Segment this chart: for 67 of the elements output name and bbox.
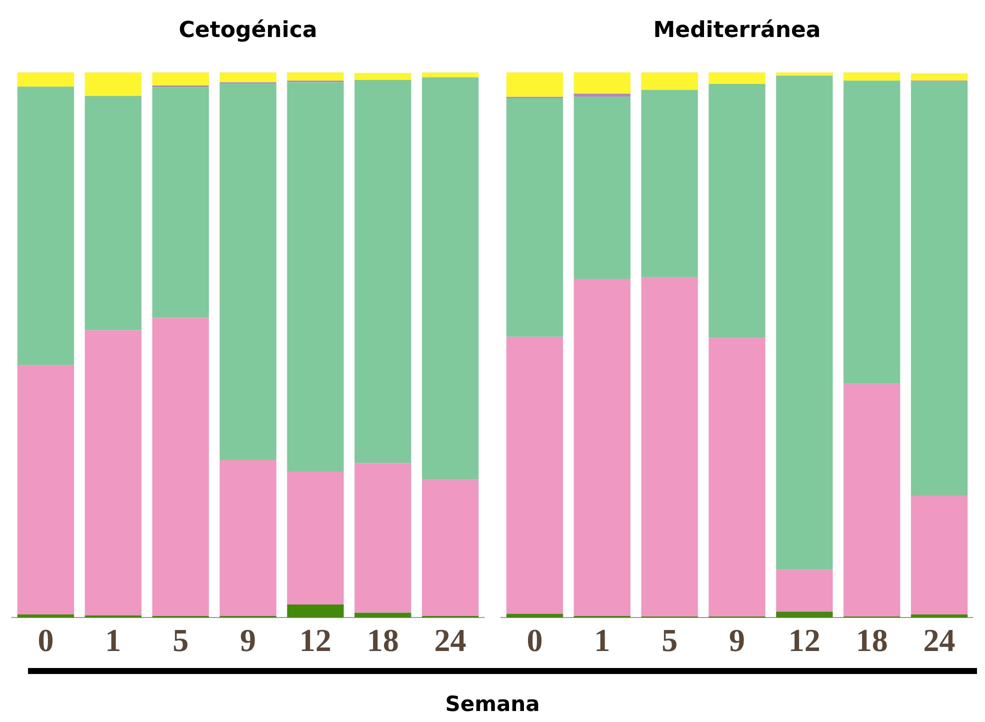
bar [84,96,142,330]
bar [354,72,412,80]
bar [776,612,833,618]
bar [910,73,968,81]
x-tick-label: 9 [729,622,745,658]
bar [844,72,900,81]
bar [506,72,564,97]
bar [506,98,564,337]
bar [506,614,564,618]
bar [708,72,766,84]
x-tick-label: 1 [105,622,122,658]
bar [910,495,968,614]
bar [287,82,344,472]
bar [776,570,833,612]
chart-title: Mediterránea [653,18,821,43]
bar [17,365,74,614]
bar [17,72,74,87]
bar [422,72,479,78]
bar [422,77,479,480]
bar [422,480,479,616]
bar [354,612,412,618]
x-tick-label: 24 [434,622,466,658]
bar [84,72,142,96]
bar [152,72,209,86]
bar [17,614,74,618]
x-tick-label: 18 [366,622,399,658]
bar [641,90,698,278]
bar [574,94,630,97]
bar [287,604,344,618]
x-tick-label: 0 [38,622,54,658]
x-tick-label: 5 [172,622,189,658]
bar [287,72,344,81]
bar [574,279,630,616]
bar [84,615,142,618]
bar [354,80,412,464]
bar [641,72,698,90]
bar [354,463,412,613]
bar [84,330,142,616]
x-tick-label: 12 [788,622,820,658]
bar [708,338,766,617]
x-tick-label: 9 [240,622,256,658]
x-tick-label: 24 [923,622,956,658]
bar [220,84,276,460]
bar [844,384,900,617]
bar [574,72,630,94]
x-tick-label: 0 [526,622,543,658]
bar [506,336,564,614]
bar [708,84,766,338]
bar [776,72,833,76]
bar [574,96,630,280]
bar [776,76,833,570]
bar [910,82,968,496]
bar [220,72,276,82]
x-tick-label: 5 [662,622,678,658]
bar [910,614,968,618]
bar [844,80,900,384]
x-tick-label: 1 [594,622,610,658]
x-tick-label: 18 [856,622,888,658]
bar [17,86,74,366]
x-tick-label: 12 [299,622,332,658]
bar [152,87,209,318]
bar [152,318,209,616]
bar [641,277,698,617]
chart-title: Cetogénica [178,18,318,43]
x-axis-title: Semana [444,692,541,716]
bar [220,460,276,616]
bar [287,471,344,605]
